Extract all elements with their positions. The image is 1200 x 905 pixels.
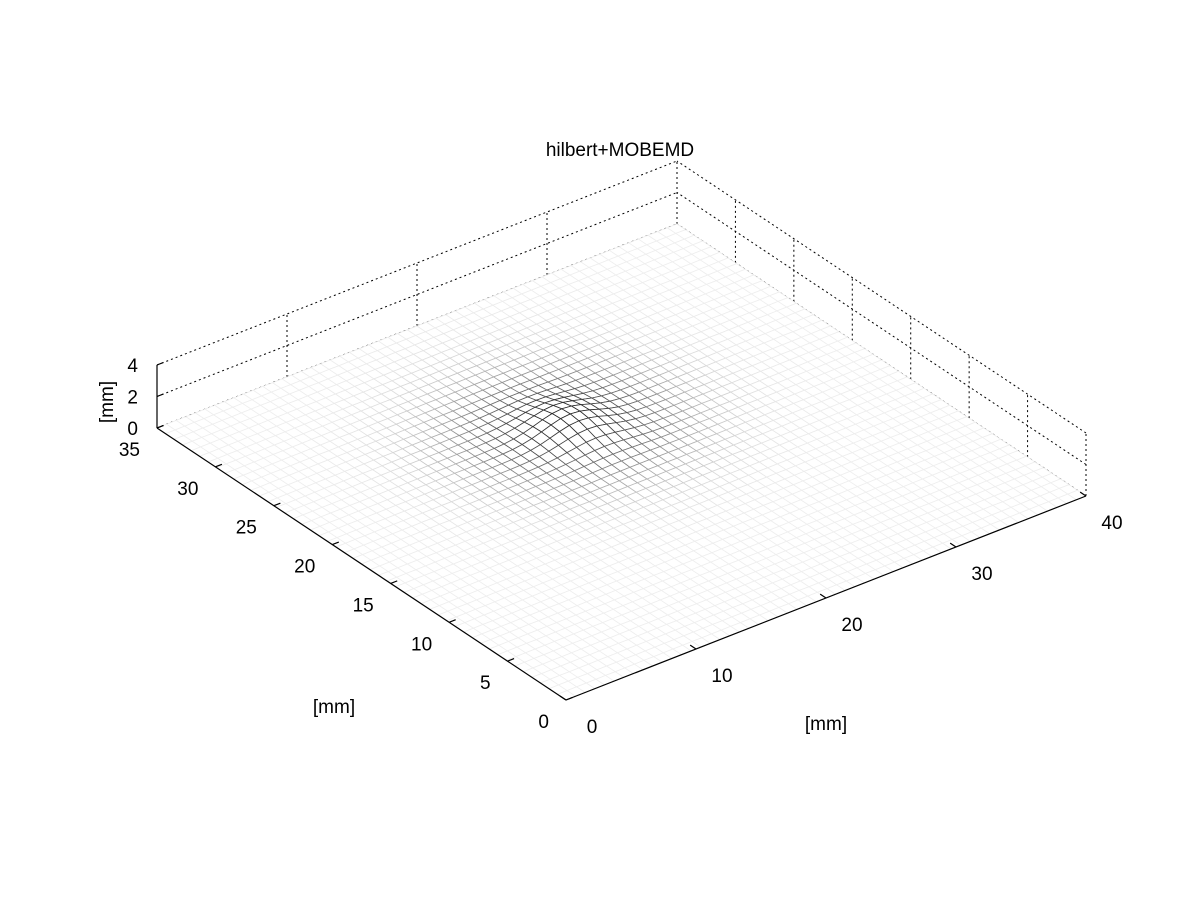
chart-title: hilbert+MOBEMD [546,140,694,161]
y-axis-label: [mm] [313,697,355,718]
x-tick-label: 20 [841,615,862,636]
y-tick-label: 0 [538,712,549,733]
y-tick-label: 35 [119,440,140,461]
z-axis-label: [mm] [97,381,118,423]
y-tick-label: 25 [236,518,257,539]
y-tick [332,541,340,546]
y-tick-label: 30 [177,479,198,500]
z-tick [156,393,164,398]
grid-line-side-z [676,160,1087,434]
x-tick [1079,491,1087,497]
x-tick-label: 0 [587,717,598,738]
x-axis-label: [mm] [805,714,847,735]
y-tick [390,580,398,584]
y-axis-line [156,427,567,701]
x-tick-label: 30 [971,564,992,585]
z-tick-label: 0 [127,419,138,440]
z-tick-label: 2 [127,388,138,409]
y-tick [507,658,515,662]
y-tick-label: 10 [411,634,432,655]
grid-line-back-z [156,160,678,366]
grid-line-side-z [676,192,1087,465]
grid-line-back-z [156,192,678,397]
y-tick-label: 15 [353,595,374,616]
z-tick [156,361,164,366]
y-tick [565,696,573,701]
x-tick [689,644,697,650]
x-tick-label: 10 [711,666,732,687]
y-tick-label: 5 [480,673,491,694]
x-tick [949,542,957,548]
y-tick [273,502,281,507]
y-tick-label: 20 [294,557,315,578]
surface-mesh [156,223,1087,701]
z-tick-label: 4 [127,356,138,377]
y-tick [448,619,456,623]
x-tick [819,593,827,599]
y-tick [215,463,223,468]
x-tick [559,695,567,701]
z-tick [156,424,164,429]
x-tick-label: 40 [1101,513,1122,534]
